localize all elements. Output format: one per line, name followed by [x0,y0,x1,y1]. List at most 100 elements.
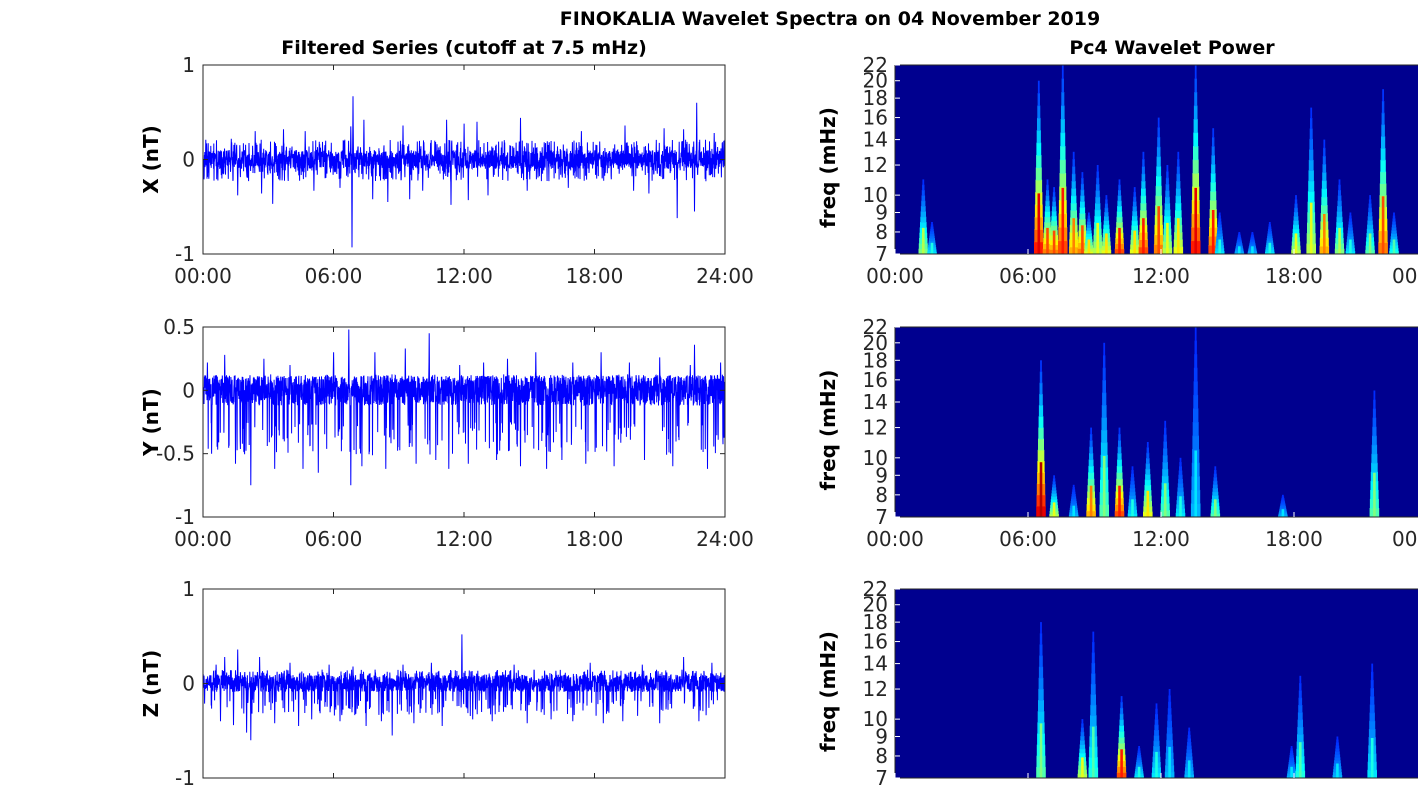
y-power-power-cell [1212,484,1218,489]
y-power-power-cell [1282,494,1284,497]
z-series-panel: -1 0 1 Z (nT) [139,577,726,788]
x-power-power-cell [1045,206,1050,212]
y-power-power-cell [1162,462,1168,470]
x-power-ytick-label: 7 [875,242,888,266]
z-power-power-cell [1038,688,1044,701]
x-power-power-cell [1156,146,1161,158]
x-power-power-cell [1060,119,1065,134]
y-power-power-cell [1102,380,1106,394]
x-power-power-cell [931,222,933,225]
z-power-power-cell [1289,752,1294,756]
x-power-power-cell [1080,183,1084,191]
y-power-power-cell [1193,381,1198,396]
x-power-power-cell [1293,224,1299,230]
x-power-power-cell [1310,118,1313,130]
z-power-power-cell [1290,750,1294,754]
x-power-power-cell [1046,184,1049,191]
z-power-power-cell [1090,715,1097,727]
x-power-power-cell [1133,191,1136,198]
y-power-power-cell [1373,399,1376,410]
x-power-power-cell [1348,218,1352,222]
x-power-power-cell [1051,220,1058,226]
y-power-ytick-label: 20 [863,331,888,355]
y-power-power-cell [1194,340,1197,355]
x-power-power-core [930,242,934,254]
y-power-power-cell [1131,466,1134,471]
z-power-power-cell [1080,731,1085,737]
y-power-power-cell [1146,452,1150,459]
y-power-power-cell [1071,498,1077,502]
x-power-power-cell [1117,200,1122,207]
y-power-power-cell [1088,459,1094,467]
z-power-power-cell [1038,666,1044,679]
x-power-power-cell [1336,216,1343,223]
x-power-power-cell [1338,179,1341,186]
x-power-power-cell [1294,203,1298,209]
x-power-power-cell [1308,180,1315,192]
x-power-power-cell [1052,206,1057,212]
x-power-power-cell [1116,216,1123,223]
z-power-power-cell [1137,748,1141,752]
z-power-power-cell [1155,714,1158,720]
x-power-ytick-label: 16 [863,106,888,130]
x-power-power-cell [1175,202,1182,211]
z-power-power-cell [1090,694,1096,706]
y-power-power-cell [1130,484,1135,489]
y-power-power-cell [1129,491,1136,496]
x-power-power-cell [1347,233,1354,237]
y-power-power-core [1281,509,1285,517]
y-power-ytick-label: 14 [863,390,888,414]
y-power-power-cell [1071,494,1076,497]
x-power-power-cell [1367,224,1374,230]
z-power-power-cell [1079,744,1086,750]
x-power-power-cell [1165,196,1170,204]
z-power-power-core [1092,726,1095,778]
x-power-power-cell [1368,199,1372,205]
x-power-power-cell [1380,148,1386,161]
y-power-power-cell [1051,490,1057,494]
x-power-power-core [1251,246,1254,254]
z-power-power-core [1290,766,1293,778]
x-power-power-cell [1211,164,1216,174]
x-power-power-cell [1037,80,1040,94]
x-power-power-cell [1349,215,1352,220]
y-power-power-cell [1131,470,1134,475]
z-power-power-cell [1290,746,1293,749]
y-power-power-cell [1070,503,1077,507]
x-power-power-cell [1132,211,1138,217]
x-power-power-core [1157,206,1160,254]
x-power-power-cell [1308,159,1314,171]
y-power-power-cell [1090,427,1092,435]
x-power-power-cell [1096,171,1099,179]
x-power-power-cell [1118,179,1121,186]
z-power-power-cell [1118,742,1125,750]
x-power-power-cell [1052,196,1056,202]
x-power-power-core [1061,187,1065,254]
y-series-ytick-label: -0.5 [156,442,195,466]
x-series-ytick-label: 1 [182,53,195,77]
x-power-power-cell [1045,200,1050,207]
x-power-power-cell [1369,195,1371,200]
x-power-power-cell [1037,117,1041,131]
y-power-power-cell [1144,479,1151,486]
z-power-power-core [1039,723,1043,778]
x-power-power-cell [1096,165,1099,172]
y-power-power-cell [1146,447,1149,454]
z-power-power-cell [1368,729,1376,738]
x-power-power-cell [929,238,935,241]
z-power-power-cell [1335,751,1340,755]
y-power-power-cell [1039,393,1043,406]
x-power-power-cell [1321,196,1328,206]
y-power-power-cell [1103,355,1106,369]
y-power-power-cell [1117,459,1122,467]
y-series-plot-area [203,327,725,517]
x-power-power-cell [1164,215,1171,223]
y-power-power-cell [1213,477,1218,482]
z-power-ytick-label: 12 [863,677,888,701]
y-power-power-cell [1071,491,1076,495]
x-power-power-cell [1380,171,1387,184]
x-power-power-cell [1086,227,1092,231]
z-power-ytick-label: 16 [863,630,888,654]
y-power-power-cell [1193,367,1198,382]
